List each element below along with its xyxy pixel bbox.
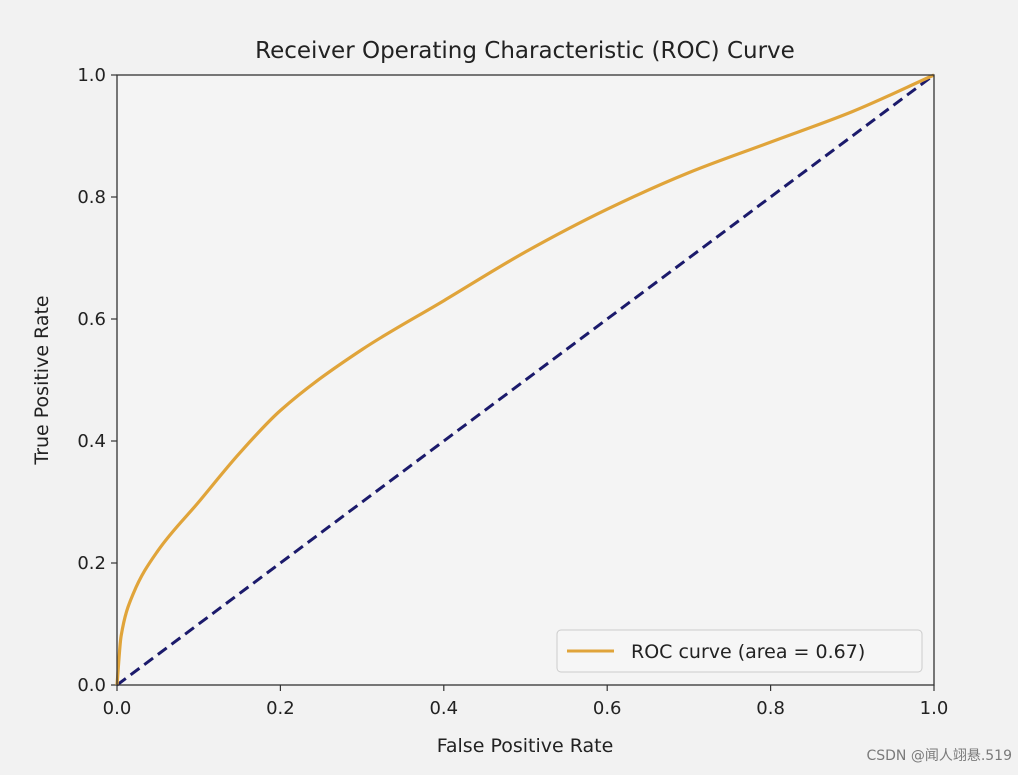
x-axis-label: False Positive Rate xyxy=(437,735,614,757)
x-tick-label: 0.0 xyxy=(103,698,132,719)
x-tick-label: 0.2 xyxy=(266,698,295,719)
legend-box xyxy=(556,629,923,673)
x-tick-label: 0.8 xyxy=(756,698,785,719)
axis-ticks: 0.0 0.2 0.4 0.6 0.8 1.0 0.0 0.2 0.4 0.6 0.8 1.0 xyxy=(77,65,948,719)
legend: ROC curve (area = 0.67) xyxy=(556,629,923,673)
chart-title: Receiver Operating Characteristic (ROC) … xyxy=(255,38,795,64)
series-layer xyxy=(115,73,935,687)
y-tick-label: 0.6 xyxy=(77,309,106,330)
x-tick-label: 1.0 xyxy=(920,698,949,719)
roc-curve-line xyxy=(115,73,935,686)
watermark: CSDN @闻人翊悬.519 xyxy=(866,748,1012,764)
y-tick-label: 0.0 xyxy=(77,675,106,696)
x-tick-label: 0.6 xyxy=(593,698,622,719)
x-tick-label: 0.4 xyxy=(429,698,458,719)
y-axis-label: True Positive Rate xyxy=(31,295,53,465)
y-tick-label: 0.4 xyxy=(77,431,106,452)
y-tick-label: 0.8 xyxy=(77,187,106,208)
plot-area xyxy=(117,75,934,685)
y-tick-label: 0.2 xyxy=(77,553,106,574)
plot-frame xyxy=(116,74,935,686)
y-tick-label: 1.0 xyxy=(77,65,106,86)
legend-roc-label: ROC curve (area = 0.67) xyxy=(631,641,865,663)
